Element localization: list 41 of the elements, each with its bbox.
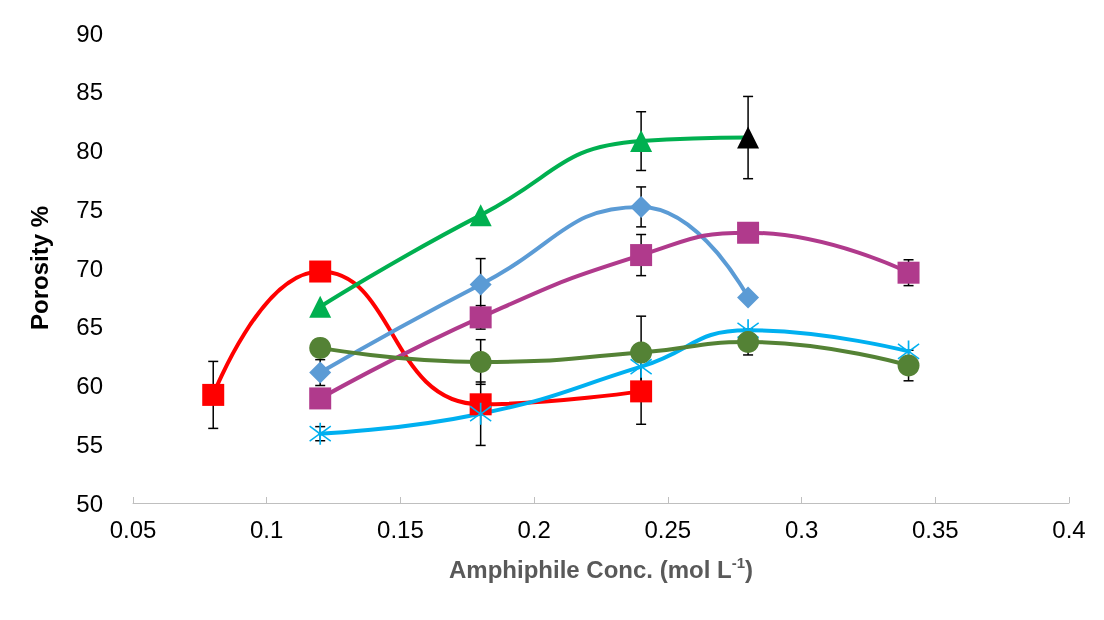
y-tick-label: 55 [76, 430, 103, 458]
point [309, 295, 332, 318]
x-tick-label: 0.35 [911, 515, 959, 543]
y-tick-label: 50 [76, 489, 103, 517]
point [309, 260, 332, 283]
point [202, 383, 225, 406]
point [469, 351, 492, 373]
x-tick-label: 0.15 [377, 515, 424, 543]
y-tick-label: 75 [76, 195, 103, 223]
point [469, 204, 492, 227]
x-tick-label: 0.4 [1052, 515, 1086, 543]
y-tick-label: 60 [76, 372, 103, 399]
point [737, 331, 760, 354]
point [309, 361, 332, 384]
point [630, 130, 653, 153]
x-tick-label: 0.3 [784, 515, 819, 543]
point [630, 380, 653, 403]
y-tick-label: 85 [76, 78, 103, 106]
y-tick-label: 70 [76, 254, 103, 282]
point [897, 354, 920, 377]
point [469, 306, 492, 329]
point [469, 402, 492, 425]
point [737, 126, 760, 149]
x-tick-label: 0.2 [517, 515, 551, 543]
point [309, 387, 332, 410]
x-tick-label: 0.1 [250, 515, 284, 543]
point [309, 422, 332, 445]
point [897, 261, 920, 284]
point [630, 195, 653, 218]
y-tick-label: 90 [76, 19, 103, 47]
point [469, 273, 492, 296]
point [630, 341, 653, 364]
x-tick-label: 0.05 [109, 515, 157, 543]
point [737, 286, 760, 309]
point [630, 244, 653, 267]
point [309, 336, 332, 359]
y-tick-label: 80 [76, 137, 103, 164]
y-axis-title: Porosity % [25, 205, 53, 331]
y-tick-label: 65 [76, 313, 103, 341]
x-tick-label: 0.25 [644, 515, 692, 543]
point [737, 221, 760, 244]
